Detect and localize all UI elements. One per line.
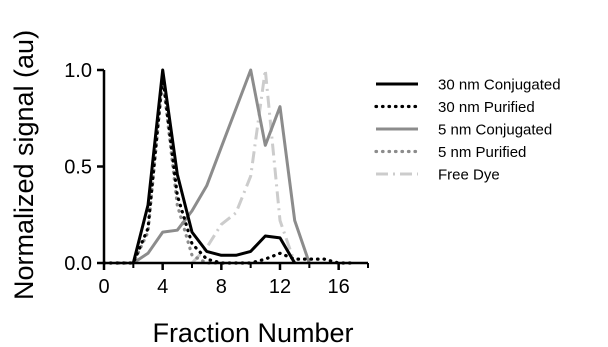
legend-label: 30 nm Purified: [438, 99, 535, 116]
x-tick-label: 16: [328, 276, 350, 298]
series-line-5: [190, 68, 297, 265]
plot-lines: [102, 68, 355, 265]
x-tick-label: 4: [157, 276, 168, 298]
legend-label: 5 nm Purified: [438, 144, 526, 161]
x-tick-label: 8: [216, 276, 227, 298]
series-line-1: [131, 68, 296, 264]
x-tick-label: 12: [269, 276, 291, 298]
x-tick-label: 0: [98, 276, 109, 298]
legend: 30 nm Conjugated 30 nm Purified 5 nm Conju…: [374, 77, 561, 184]
legend-label: 5 nm Conjugated: [438, 122, 552, 139]
x-axis-title: Fraction Number: [152, 318, 353, 347]
legend-label: 30 nm Conjugated: [438, 77, 561, 94]
y-tick-label: 0.0: [64, 253, 92, 275]
y-tick-label: 0.5: [64, 157, 92, 179]
y-tick-label: 1.0: [64, 60, 92, 82]
y-ticks: 0.0 0.5 1.0: [64, 60, 104, 275]
series-line-3: [132, 68, 311, 265]
legend-label: Free Dye: [438, 167, 500, 184]
x-ticks: 0 4 8 12 16: [98, 263, 369, 298]
axes: 0 4 8 12 16 0.0 0.5 1.0: [64, 60, 369, 298]
series-line-4: [117, 76, 223, 265]
y-axis-title: Normalized signal (au): [9, 30, 39, 300]
